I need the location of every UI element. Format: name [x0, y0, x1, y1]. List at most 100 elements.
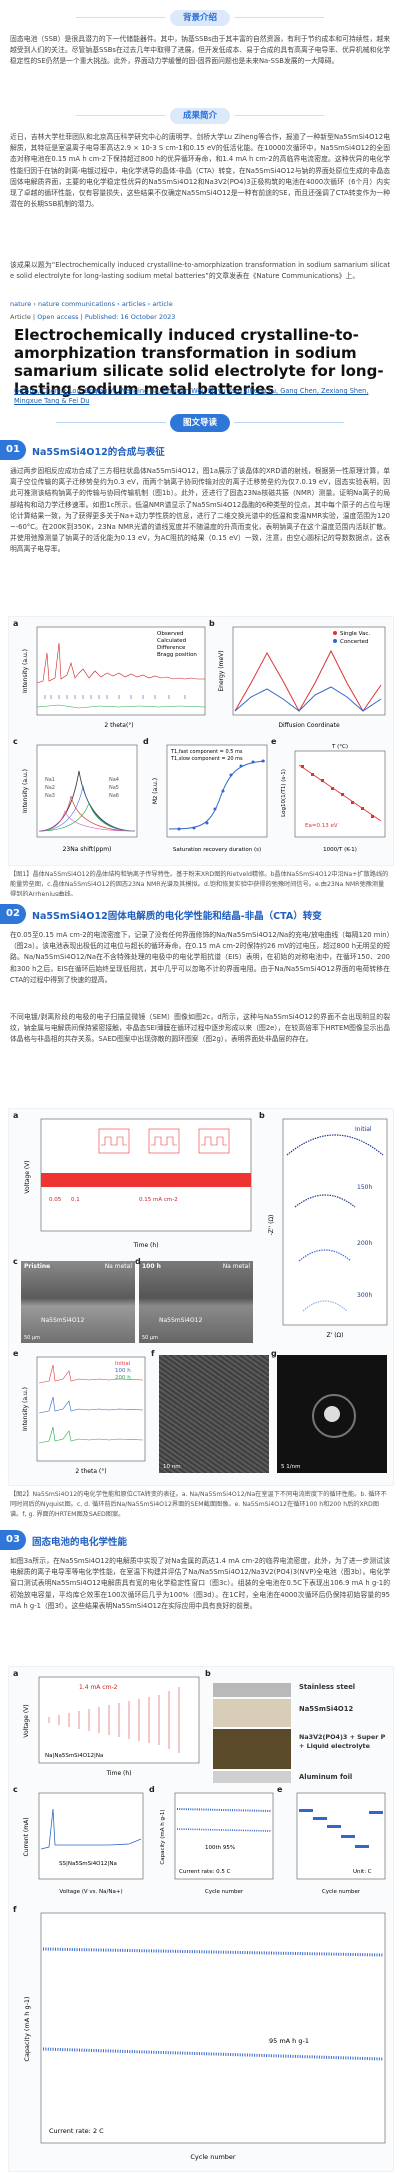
- rate-label: Unit: C: [353, 1869, 372, 1875]
- observed-line: [36, 642, 205, 684]
- saed-image: 5 1/nm: [277, 1355, 387, 1473]
- axis-label-x: Z' (Ω): [327, 1332, 344, 1339]
- fig3a-ccd-plot: 1.4 mA cm-2 Na|Na5SmSi4O12|Na Time (h) V…: [23, 1676, 200, 1777]
- section-number: 03: [0, 1530, 26, 1550]
- figure-1-caption: 【图1】晶体Na5SmSi4O12的晶体结构和钠离子传导特性。基于粉末XRD图的…: [10, 871, 389, 896]
- section-pill-summary: 成果简介: [76, 108, 324, 124]
- layer-block: [213, 1699, 291, 1727]
- breadcrumb: nature › nature communications › article…: [10, 300, 173, 308]
- axis-label-y: Mz (a.u.): [152, 778, 159, 804]
- bragg-ticks: [44, 695, 186, 699]
- annotation: 95 mA h g-1: [269, 2037, 309, 2045]
- sem-image-100h: 100 h Na metal Na5SmSi4O12 50 μm: [139, 1261, 253, 1343]
- panel-label-b: b: [209, 619, 215, 628]
- section-title: 固态电池的电化学性能: [32, 1537, 128, 1548]
- panel-label-c: c: [13, 1785, 18, 1794]
- axis-label-y: Intensity (a.u.): [22, 649, 29, 693]
- fig2b-nyquist-plot: Initial 150h 200h 300h Z' (Ω) -Z'' (Ω): [268, 1118, 388, 1339]
- site-label: Na1: [45, 777, 55, 783]
- axis-label-y: Voltage (V): [24, 1160, 31, 1193]
- legend: Observed Calculated Difference Bragg pos…: [157, 631, 197, 658]
- panel-label-b: b: [205, 1669, 211, 1678]
- fig3e-rate-plot: Unit: C Cycle number: [296, 1792, 386, 1895]
- fig1a-xrd-plot: 2 theta(°) Intensity (a.u.) Observed Cal…: [22, 626, 206, 729]
- section-header-01: 01 Na5SmSi4O12的合成与表征: [0, 440, 400, 460]
- background-text: 固态电池（SSB）是很具潜力的下一代储能器件。其中，钠基SSBs由于其丰富的自然…: [10, 35, 390, 66]
- breadcrumb-item[interactable]: article: [152, 300, 173, 308]
- axis-label-x: Cycle number: [190, 2153, 236, 2161]
- figure-2: a 0.05 0.1 0.15 mA cm-2 Time (h) Voltage…: [8, 1108, 394, 1486]
- open-access-link[interactable]: Open access: [37, 313, 79, 321]
- fig1e-arrhenius-plot: T (°C) Ea=0.13 eV 1000/T (K-1) Log10(1/T…: [281, 744, 386, 853]
- breadcrumb-item[interactable]: nature communications: [38, 300, 116, 308]
- panel-label-d: d: [149, 1785, 155, 1794]
- panel-label-d: d: [135, 1257, 141, 1266]
- section-number: 02: [0, 904, 26, 924]
- annotation: T1,fast component = 0.5 ms: [170, 749, 243, 755]
- cell-label: Na|Na5SmSi4O12|Na: [45, 1753, 103, 1759]
- figure-1: a 2 theta(°) Intensity (a.u.) Observed C…: [8, 616, 394, 866]
- legend: Single Vac. Concerted: [333, 631, 370, 645]
- fig1c-nmr-plot: 23Na shift(ppm) Intensity (a.u.) Na1 Na2…: [22, 744, 138, 853]
- panel-label-b: b: [259, 1111, 265, 1120]
- axis-label-y: Energy (meV): [218, 650, 225, 691]
- current-label: 0.05: [49, 1197, 62, 1203]
- axis-label-y: Intensity (a.u.): [22, 1387, 29, 1431]
- legend-entry: 100 h: [115, 1368, 131, 1374]
- section-03-text: 如图3a所示，在Na5SmSi4O12的电解质中实现了对Na金属的高达1.4 m…: [10, 1557, 390, 1610]
- layer-label: Stainless steel: [299, 1683, 356, 1691]
- curve-label: 300h: [357, 1292, 372, 1299]
- single-vac-line: [234, 649, 382, 713]
- section-header-03: 03 固态电池的电化学性能: [0, 1530, 400, 1550]
- summary-text-1: 近日，吉林大学杜菲团队和北京高压科学研究中心的唐明学、剑桥大学Lu Ziheng…: [10, 133, 390, 209]
- panel-label-e: e: [271, 737, 277, 746]
- activation-energy-label: Ea=0.13 eV: [305, 823, 338, 829]
- figure-2-caption: 【图2】Na5SmSi4O12的电化学性能和原位CTA转变的表征。a. Na/N…: [10, 1491, 387, 1518]
- summary-text-2: 该成果以题为“Electrochemically induced crystal…: [10, 261, 390, 281]
- annotation: 100th 95%: [205, 1845, 235, 1851]
- panel-label-a: a: [13, 1111, 19, 1120]
- image-label: Pristine: [24, 1263, 51, 1270]
- legend-entry: Difference: [157, 645, 186, 651]
- breadcrumb-item[interactable]: articles: [121, 300, 146, 308]
- site-label: Na6: [109, 793, 119, 799]
- curve-label: Initial: [355, 1126, 372, 1133]
- section-02-text-1: 在0.05至0.15 mA cm-2的电流密度下，记录了没有任何界面修饰的Na/…: [10, 931, 390, 984]
- figure-3: a 1.4 mA cm-2 Na|Na5SmSi4O12|Na Time (h)…: [8, 1666, 394, 2172]
- section-tag-guide: 图文导读: [56, 414, 344, 432]
- panel-label-g: g: [271, 1349, 277, 1358]
- curve-label: 150h: [357, 1184, 372, 1191]
- fig1b-energy-plot: Diffusion Coordinate Energy (meV) Single…: [218, 626, 386, 729]
- breadcrumb-item[interactable]: nature: [10, 300, 32, 308]
- article-authors[interactable]: Ge Sun, Chenjie Lou, Boqian Yi, Wenqing …: [14, 387, 369, 405]
- site-label: Na5: [109, 785, 119, 791]
- site-label: Na2: [45, 785, 55, 791]
- axis-label-x: 1000/T (K-1): [323, 847, 357, 853]
- axis-label-y: Voltage (V): [23, 1704, 30, 1737]
- fig3b-cell-schematic: Stainless steel Na5SmSi4O12 Na3V2(PO4)3 …: [213, 1675, 389, 1825]
- section-pill-background: 背景介绍: [76, 10, 324, 26]
- rate-label: Current rate: 2 C: [49, 2127, 104, 2135]
- fig1d-recovery-plot: T1,fast component = 0.5 ms T1,slow compo…: [152, 744, 268, 853]
- axis-label-x: Time (h): [105, 1770, 131, 1777]
- panel-label-e: e: [13, 1349, 19, 1358]
- image-label: 100 h: [142, 1263, 161, 1270]
- axis-label-y: Log10(1/T1) (s-1): [281, 769, 287, 817]
- axis-label-x: 2 theta(°): [104, 722, 133, 729]
- layer-block: [213, 1683, 291, 1697]
- image-label: Na5SmSi4O12: [159, 1317, 203, 1324]
- axis-label-y: Capacity (mA h g-1): [23, 1996, 31, 2061]
- axis-label-x: Cycle number: [322, 1889, 361, 1895]
- section-title: Na5SmSi4O12固体电解质的电化学性能和结晶-非晶（CTA）转变: [32, 911, 322, 922]
- cell-label: SS|Na5SmSi4O12|Na: [59, 1861, 117, 1867]
- article-meta: Article | Open access | Published: 16 Oc…: [10, 313, 176, 321]
- panel-label-e: e: [277, 1785, 283, 1794]
- axis-label-x: 2 theta (°): [75, 1468, 106, 1475]
- axis-label-x: Time (h): [132, 1242, 158, 1249]
- legend-entry: 200 h: [115, 1375, 131, 1381]
- legend-entry: Bragg position: [157, 652, 197, 658]
- axis-label-y: Current (mA): [23, 1817, 30, 1856]
- fig2e-xrd-plot: Initial 100 h 200 h 2 theta (°) Intensit…: [22, 1356, 146, 1475]
- layer-label: Aluminum foil: [299, 1773, 353, 1781]
- panel-label-a: a: [13, 1669, 19, 1678]
